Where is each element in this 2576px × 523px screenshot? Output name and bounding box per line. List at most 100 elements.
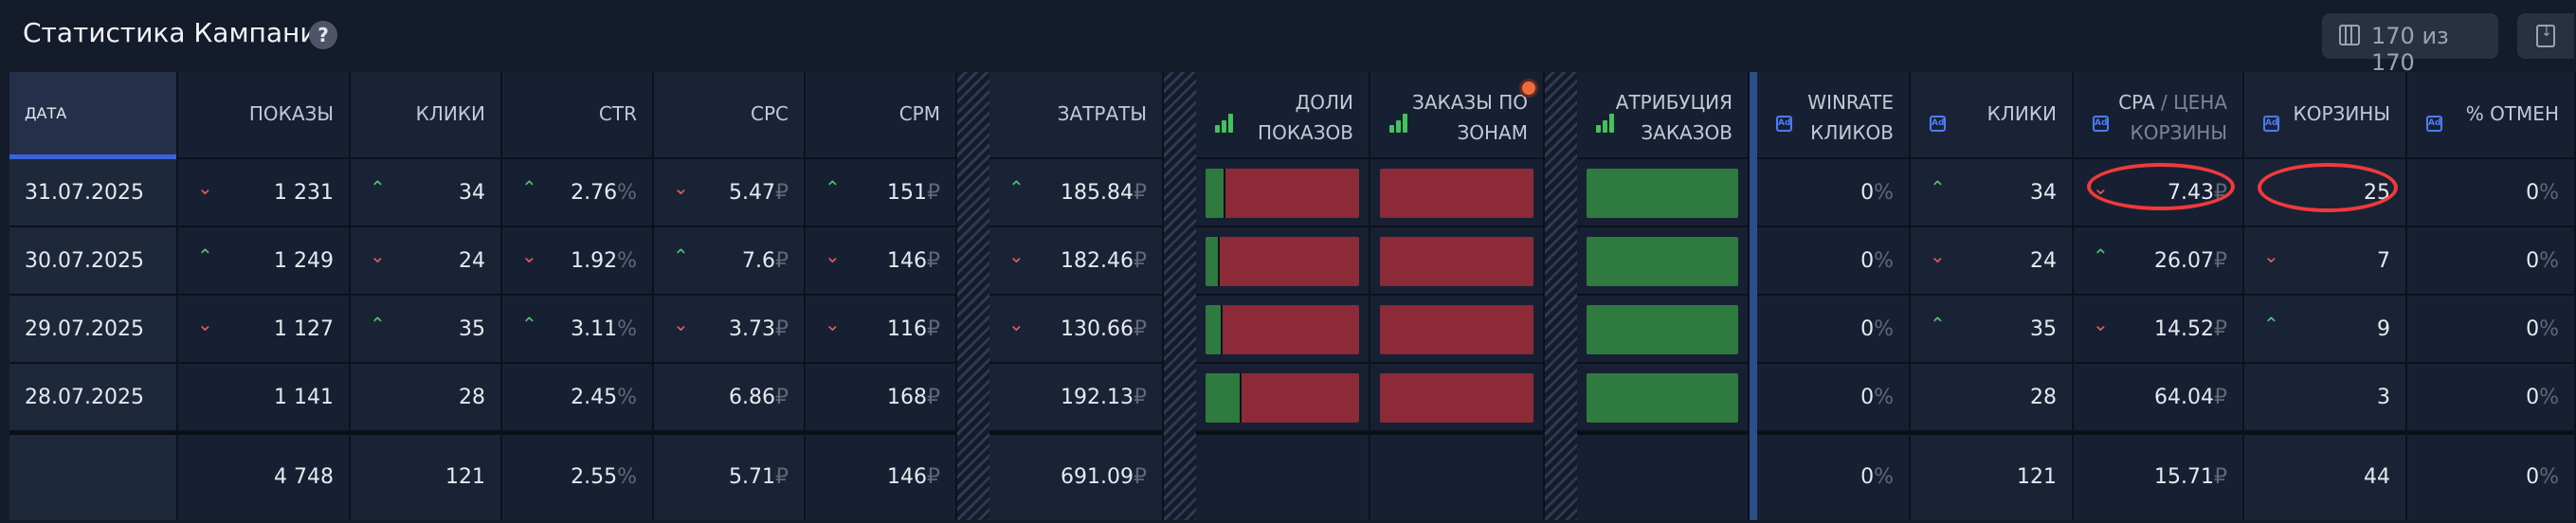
table-row-cell: 28 bbox=[1911, 364, 2072, 432]
column-header[interactable]: КЛИКИ bbox=[351, 72, 500, 159]
column-cpc: CPC ⌄ 5.47₽ ⌃ 7.6₽ ⌄ 3.73₽ 6.86₽ 5.71₽ bbox=[654, 72, 806, 520]
unit-label: % bbox=[617, 249, 637, 273]
column-header[interactable]: КЛИКИ Ad bbox=[1911, 72, 2072, 159]
table-row-cell bbox=[1577, 296, 1748, 364]
header-line: WINRATE bbox=[1807, 87, 1894, 117]
header-line: КЛИКИ bbox=[416, 102, 485, 125]
unit-label: ₽ bbox=[927, 249, 940, 273]
trend-down-icon: ⌄ bbox=[1930, 244, 1946, 267]
trend-up-icon: ⌃ bbox=[1930, 176, 1946, 199]
cpc-cell: 5.47₽ bbox=[729, 181, 789, 205]
columns-icon bbox=[2339, 25, 2360, 45]
totals-row-cell bbox=[1577, 432, 1748, 523]
table-row-cell bbox=[1370, 227, 1543, 296]
column-header[interactable]: CPC bbox=[654, 72, 804, 159]
trend-up-icon: ⌃ bbox=[521, 176, 537, 199]
impressions-cell: 1 127 bbox=[274, 317, 334, 341]
column-header[interactable]: КОРЗИНЫ Ad bbox=[2244, 72, 2405, 159]
column-header-label: ЗАКАЗЫ ПО ЗОНАМ bbox=[1412, 87, 1528, 148]
cpa-total: 15.71₽ bbox=[2154, 465, 2227, 489]
stacked-bar-green[interactable] bbox=[1587, 237, 1738, 286]
table-row-cell: 1 141 bbox=[178, 364, 349, 432]
stacked-bar[interactable] bbox=[1380, 373, 1533, 423]
carts-cell: 3 bbox=[2377, 386, 2390, 409]
stacked-bar[interactable] bbox=[1206, 373, 1359, 423]
columns-selector-button[interactable]: 170 из 170 bbox=[2322, 13, 2498, 76]
totals-row-cell: 121 bbox=[351, 432, 500, 523]
header-line: ПОКАЗЫ bbox=[249, 102, 334, 125]
stacked-bar-green[interactable] bbox=[1587, 169, 1738, 218]
clicks-cell: 28 bbox=[459, 386, 485, 409]
totals-row-cell: 2.55% bbox=[502, 432, 652, 523]
download-button[interactable] bbox=[2517, 13, 2574, 59]
unit-label: ₽ bbox=[775, 249, 789, 273]
unit-label: ₽ bbox=[2214, 249, 2227, 273]
column-header[interactable]: ПОКАЗЫ bbox=[178, 72, 349, 159]
table-row-cell: ⌄ 14.52₽ bbox=[2074, 296, 2242, 364]
column-header-label: ЗАТРАТЫ bbox=[1058, 102, 1147, 125]
column-date: ДАТА 31.07.2025 30.07.2025 29.07.2025 28.07.… bbox=[9, 72, 178, 520]
trend-up-icon: ⌃ bbox=[825, 176, 841, 199]
trend-up-icon: ⌃ bbox=[521, 313, 537, 335]
column-separator bbox=[1545, 72, 1577, 520]
table-row-cell: ⌃ 35 bbox=[351, 296, 500, 364]
column-separator bbox=[1164, 72, 1196, 520]
impressions-cell: 1 141 bbox=[274, 386, 334, 409]
stacked-bar[interactable] bbox=[1206, 169, 1359, 218]
unit-label: ₽ bbox=[927, 181, 940, 205]
header-text: / ЦЕНА bbox=[2154, 91, 2227, 114]
stats-table: ДАТА 31.07.2025 30.07.2025 29.07.2025 28.07.… bbox=[9, 72, 2576, 520]
column-header-label: ДОЛИ ПОКАЗОВ bbox=[1258, 87, 1353, 148]
bar-segment-red bbox=[1225, 169, 1359, 218]
table-row-cell bbox=[1577, 364, 1748, 432]
stacked-bar[interactable] bbox=[1206, 237, 1359, 286]
column-ad_clicks: КЛИКИ Ad ⌃ 34 ⌄ 24 ⌃ 35 28 121 bbox=[1911, 72, 2074, 520]
column-header[interactable]: CTR bbox=[502, 72, 652, 159]
column-header[interactable]: CPM bbox=[806, 72, 955, 159]
bar-segment-green bbox=[1206, 373, 1240, 423]
unit-label: ₽ bbox=[2214, 465, 2227, 489]
column-header[interactable]: CPA / ЦЕНА КОРЗИНЫ Ad bbox=[2074, 72, 2242, 159]
clicks-cell: 35 bbox=[459, 317, 485, 341]
table-row-cell: ⌄ 24 bbox=[351, 227, 500, 296]
stacked-bar[interactable] bbox=[1380, 237, 1533, 286]
column-winrate: WINRATE КЛИКОВ Ad 0% 0% 0% 0% 0% bbox=[1757, 72, 1911, 520]
cancel-total: 0% bbox=[2526, 465, 2559, 489]
column-header[interactable]: ЗАКАЗЫ ПО ЗОНАМ bbox=[1370, 72, 1543, 159]
stacked-bar[interactable] bbox=[1206, 305, 1359, 354]
column-header[interactable]: АТРИБУЦИЯ ЗАКАЗОВ bbox=[1577, 72, 1748, 159]
ctr-total: 2.55% bbox=[571, 465, 637, 489]
trend-down-icon: ⌄ bbox=[370, 244, 386, 267]
trend-up-icon: ⌃ bbox=[673, 244, 689, 267]
trend-down-icon: ⌄ bbox=[521, 244, 537, 267]
table-row-cell: 0% bbox=[1757, 296, 1909, 364]
table-row-cell: ⌄ 1 127 bbox=[178, 296, 349, 364]
stacked-bar[interactable] bbox=[1380, 169, 1533, 218]
carts-cell: 9 bbox=[2377, 317, 2390, 341]
table-row-cell bbox=[1196, 364, 1369, 432]
panel-header: Статистика Кампании ? 170 из 170 bbox=[0, 0, 2576, 76]
stacked-bar-green[interactable] bbox=[1587, 373, 1738, 423]
cpm-cell: 146₽ bbox=[887, 249, 940, 273]
header-line: КЛИКОВ bbox=[1807, 117, 1894, 148]
spend-total: 691.09₽ bbox=[1061, 465, 1147, 489]
table-row-cell: 2.45% bbox=[502, 364, 652, 432]
column-header-date[interactable]: ДАТА bbox=[9, 72, 176, 159]
table-row-cell: 3 bbox=[2244, 364, 2405, 432]
totals-row-cell: 0% bbox=[2407, 432, 2574, 523]
trend-down-icon: ⌄ bbox=[1008, 313, 1025, 335]
totals-row-cell bbox=[1370, 432, 1543, 523]
unit-label: ₽ bbox=[1134, 181, 1147, 205]
column-header[interactable]: ЗАТРАТЫ bbox=[989, 72, 1162, 159]
unit-label: ₽ bbox=[1134, 249, 1147, 273]
stacked-bar[interactable] bbox=[1380, 305, 1533, 354]
stacked-bar-green[interactable] bbox=[1587, 305, 1738, 354]
column-share: ДОЛИ ПОКАЗОВ bbox=[1196, 72, 1370, 520]
unit-label: ₽ bbox=[927, 386, 940, 409]
column-header[interactable]: ДОЛИ ПОКАЗОВ bbox=[1196, 72, 1369, 159]
column-clicks: КЛИКИ ⌃ 34 ⌄ 24 ⌃ 35 28 121 bbox=[351, 72, 502, 520]
column-header[interactable]: % ОТМЕН Ad bbox=[2407, 72, 2574, 159]
column-header[interactable]: WINRATE КЛИКОВ Ad bbox=[1757, 72, 1909, 159]
help-icon[interactable]: ? bbox=[309, 21, 337, 49]
ad_clicks-cell: 28 bbox=[2030, 386, 2057, 409]
